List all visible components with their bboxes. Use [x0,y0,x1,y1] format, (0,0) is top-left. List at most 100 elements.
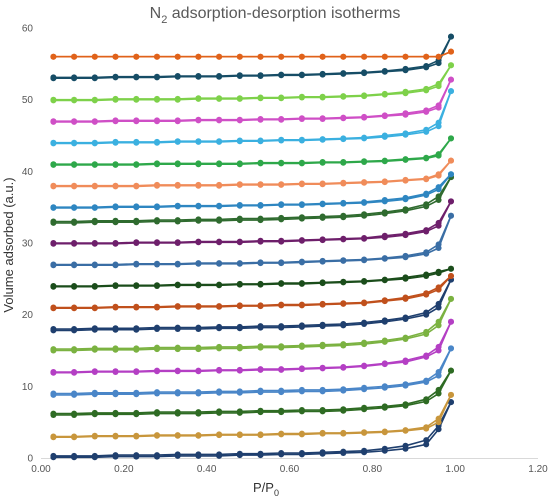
desorption-point [154,304,160,311]
desorption-point [381,298,388,305]
desorption-point [71,283,78,290]
desorption-point [216,282,223,289]
desorption-point [71,434,78,441]
desorption-point [257,116,264,123]
desorption-point [381,198,388,205]
desorption-point [216,409,223,416]
desorption-point [435,186,442,193]
desorption-point [154,74,160,81]
desorption-point [174,261,181,268]
desorption-point [340,53,347,60]
desorption-point [298,215,305,222]
x-tick-label: 0.80 [363,464,383,475]
desorption-point [257,217,264,224]
desorption-point [91,391,98,398]
chart-title-main: N [150,5,162,22]
desorption-point [448,345,454,352]
desorption-point [402,196,409,203]
desorption-point [91,369,98,375]
desorption-point [112,118,119,125]
desorption-point [381,338,388,345]
desorption-point [278,280,285,287]
desorption-point [381,158,388,165]
desorption-point [423,64,430,71]
desorption-point [257,432,264,439]
desorption-point [174,282,181,289]
desorption-point [236,432,243,439]
desorption-point [195,203,202,210]
desorption-point [216,432,223,439]
desorption-point [154,283,160,289]
isotherm-series [50,174,454,226]
desorption-point [112,161,119,168]
desorption-point [154,218,160,225]
desorption-point [319,53,326,60]
desorption-point [133,204,140,211]
desorption-point [91,454,98,461]
desorption-point [381,179,388,186]
desorption-point [423,250,430,257]
desorption-point [195,346,202,353]
desorption-point [423,176,430,183]
desorption-point [216,260,223,267]
desorption-point [236,202,243,209]
desorption-point [91,262,98,269]
desorption-point [402,131,409,138]
x-tick-label: 0.20 [114,464,134,475]
desorption-point [174,240,181,246]
desorption-point [448,48,454,55]
desorption-point [112,391,119,398]
desorption-point [71,97,78,104]
desorption-point [154,410,160,417]
desorption-point [340,136,347,143]
desorption-point [236,260,243,267]
desorption-point [381,429,388,436]
desorption-point [448,198,454,205]
chart-title-rest: adsorption-desorption isotherms [167,5,400,22]
desorption-point [216,345,223,352]
desorption-point [361,278,368,285]
desorption-point [112,183,119,190]
desorption-point [448,88,454,95]
desorption-point [50,454,57,461]
desorption-point [195,239,202,246]
desorption-point [91,118,98,125]
desorption-point [236,73,243,79]
desorption-point [319,214,326,221]
desorption-point [133,433,140,440]
desorption-point [361,341,368,348]
desorption-point [448,367,454,374]
desorption-point [71,262,78,269]
desorption-point [298,202,305,208]
desorption-point [257,95,264,102]
desorption-point [257,53,264,60]
desorption-point [381,234,388,241]
desorption-point [133,96,140,103]
desorption-point [298,94,305,101]
desorption-point [361,212,368,219]
desorption-point [91,240,98,247]
desorption-point [340,430,347,437]
desorption-point [340,450,347,456]
desorption-point [71,140,78,147]
desorption-point [340,300,347,307]
desorption-point [195,73,202,80]
desorption-point [435,270,442,277]
isotherm-series [50,48,454,60]
desorption-point [154,118,160,125]
desorption-point [278,116,285,123]
y-tick-labels: 0 10 20 30 40 50 60 [22,24,34,465]
desorption-point [361,406,368,413]
desorption-point [381,318,388,325]
desorption-point [112,53,119,60]
desorption-point [435,104,442,111]
desorption-point [340,279,347,286]
isotherm-series [50,345,454,398]
desorption-point [154,390,160,397]
desorption-point [133,139,140,146]
adsorption-line [53,268,452,287]
desorption-point [71,369,78,376]
desorption-point [216,161,223,168]
desorption-point [448,295,454,302]
desorption-point [195,368,202,375]
